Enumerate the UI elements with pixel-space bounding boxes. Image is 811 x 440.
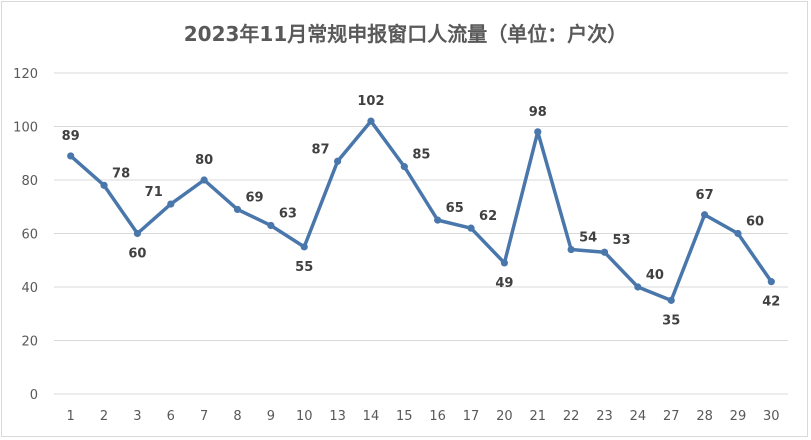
data-point: [167, 200, 175, 208]
data-point: [634, 283, 642, 291]
data-label: 40: [646, 268, 664, 283]
data-label: 53: [613, 233, 631, 248]
data-labels: 89 78 60 71 80 69 63 55 87 102 85 65 62 49 98 54 53 40 35 6…: [62, 94, 781, 328]
data-point: [300, 243, 308, 251]
data-point: [567, 245, 575, 254]
x-tick-label: 16: [429, 409, 446, 424]
data-label: 87: [311, 142, 329, 157]
data-label: 49: [495, 276, 513, 291]
data-point: [367, 117, 375, 125]
x-tick-label: 14: [363, 409, 380, 424]
data-label: 55: [295, 260, 313, 275]
data-point: [333, 157, 342, 165]
y-axis: 0 20 40 60 80 100 120: [13, 67, 38, 403]
x-tick-label: 2: [100, 409, 108, 424]
gridlines: [54, 72, 788, 395]
data-label: 85: [412, 148, 430, 163]
data-label: 35: [662, 313, 680, 328]
x-tick-label: 9: [267, 409, 275, 424]
data-point: [734, 229, 742, 238]
data-point: [767, 278, 775, 286]
x-tick-label: 6: [167, 409, 175, 424]
x-tick-label: 30: [763, 409, 780, 424]
y-tick-label: 0: [30, 388, 38, 403]
data-label: 54: [579, 231, 597, 246]
data-point: [200, 176, 208, 184]
x-tick-label: 27: [663, 409, 680, 424]
data-point: [67, 152, 75, 160]
y-tick-label: 80: [21, 174, 38, 189]
data-label: 69: [246, 190, 264, 205]
data-point: [133, 229, 142, 238]
data-label: 63: [279, 206, 297, 221]
x-tick-label: 20: [496, 409, 513, 424]
x-tick-label: 15: [396, 409, 413, 424]
data-point: [233, 205, 242, 214]
chart-title: 2023年11月常规申报窗口人流量（单位：户次）: [183, 22, 628, 46]
data-label: 89: [62, 129, 80, 144]
data-label: 62: [479, 209, 497, 224]
series-layer: [67, 117, 775, 304]
x-tick-label: 23: [596, 409, 613, 424]
data-point: [267, 221, 275, 230]
data-label: 102: [357, 94, 384, 109]
data-label: 60: [128, 247, 146, 262]
x-tick-label: 28: [696, 409, 713, 424]
x-tick-label: 7: [200, 409, 208, 424]
data-label: 65: [446, 201, 464, 216]
data-label: 60: [746, 215, 764, 230]
data-point: [434, 216, 442, 224]
data-label: 80: [195, 153, 213, 168]
x-tick-label: 8: [233, 409, 241, 424]
x-tick-label: 1: [67, 409, 75, 424]
x-tick-label: 29: [730, 409, 747, 424]
x-tick-label: 21: [529, 409, 546, 424]
x-tick-label: 10: [296, 409, 313, 424]
x-tick-label: 3: [133, 409, 141, 424]
data-label: 42: [762, 295, 780, 310]
x-tick-label: 24: [630, 409, 647, 424]
y-tick-label: 40: [21, 281, 38, 296]
data-point: [667, 296, 675, 304]
data-point: [400, 163, 408, 171]
data-point: [100, 181, 108, 189]
data-point: [534, 128, 542, 136]
data-label: 67: [696, 188, 714, 203]
data-label: 78: [112, 166, 130, 181]
y-tick-label: 100: [13, 121, 38, 136]
data-label: 98: [529, 105, 547, 120]
data-point: [467, 224, 475, 232]
y-tick-label: 120: [13, 67, 38, 82]
data-label: 71: [145, 185, 163, 200]
data-point: [600, 248, 609, 256]
x-tick-label: 13: [329, 409, 346, 424]
data-point: [700, 211, 709, 219]
y-tick-label: 20: [21, 335, 38, 350]
series-line: [68, 119, 774, 303]
y-tick-label: 60: [21, 228, 38, 243]
x-axis: 1 2 3 6 7 8 9 10 13 14 15 16 17 20 21 22 23 24 27 28 29 30: [67, 409, 780, 424]
x-tick-label: 22: [563, 409, 580, 424]
x-tick-label: 17: [463, 409, 480, 424]
data-point: [500, 259, 509, 267]
